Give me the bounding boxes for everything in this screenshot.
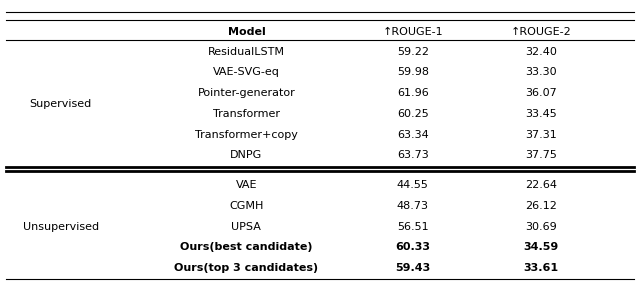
Text: 22.64: 22.64 xyxy=(525,180,557,190)
Text: VAE-SVG-eq: VAE-SVG-eq xyxy=(213,68,280,77)
Text: 37.75: 37.75 xyxy=(525,150,557,161)
Text: Unsupervised: Unsupervised xyxy=(23,222,99,232)
Text: 59.43: 59.43 xyxy=(395,263,431,273)
Text: 44.55: 44.55 xyxy=(397,180,429,190)
Text: ResidualLSTM: ResidualLSTM xyxy=(208,47,285,57)
Text: 60.25: 60.25 xyxy=(397,109,429,119)
Text: DNPG: DNPG xyxy=(230,150,262,161)
Text: 59.98: 59.98 xyxy=(397,68,429,77)
Text: VAE: VAE xyxy=(236,180,257,190)
Text: 33.45: 33.45 xyxy=(525,109,557,119)
Text: 33.30: 33.30 xyxy=(525,68,557,77)
Text: 61.96: 61.96 xyxy=(397,88,429,98)
Text: 60.33: 60.33 xyxy=(396,242,430,252)
Text: 63.73: 63.73 xyxy=(397,150,429,161)
Text: 37.31: 37.31 xyxy=(525,130,557,140)
Text: 59.22: 59.22 xyxy=(397,47,429,57)
Text: 56.51: 56.51 xyxy=(397,222,429,232)
Text: 33.61: 33.61 xyxy=(524,263,558,273)
Text: Pointer-generator: Pointer-generator xyxy=(198,88,295,98)
Text: 26.12: 26.12 xyxy=(525,201,557,211)
Text: Ours(top 3 candidates): Ours(top 3 candidates) xyxy=(174,263,319,273)
Text: CGMH: CGMH xyxy=(229,201,264,211)
Text: Transformer+copy: Transformer+copy xyxy=(195,130,298,140)
Text: UPSA: UPSA xyxy=(232,222,261,232)
Text: 63.34: 63.34 xyxy=(397,130,429,140)
Text: 32.40: 32.40 xyxy=(525,47,557,57)
Text: 30.69: 30.69 xyxy=(525,222,557,232)
Text: ↑ROUGE-1: ↑ROUGE-1 xyxy=(383,27,443,37)
Text: Transformer: Transformer xyxy=(213,109,280,119)
Text: Model: Model xyxy=(228,27,265,37)
Text: 34.59: 34.59 xyxy=(523,242,559,252)
Text: 36.07: 36.07 xyxy=(525,88,557,98)
Text: Ours(best candidate): Ours(best candidate) xyxy=(180,242,313,252)
Text: Supervised: Supervised xyxy=(29,98,92,109)
Text: ↑ROUGE-2: ↑ROUGE-2 xyxy=(511,27,571,37)
Text: 48.73: 48.73 xyxy=(397,201,429,211)
